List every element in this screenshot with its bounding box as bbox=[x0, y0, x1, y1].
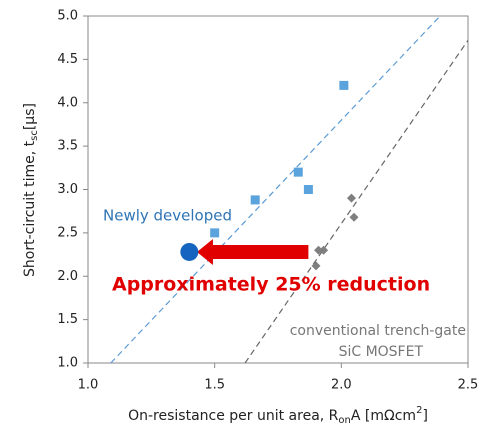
point bbox=[339, 80, 349, 90]
y-tick-label: 2.0 bbox=[57, 269, 78, 284]
point bbox=[314, 245, 324, 255]
y-tick-label: 2.5 bbox=[57, 225, 78, 240]
point bbox=[250, 195, 260, 205]
x-tick-label: 1.0 bbox=[78, 378, 99, 393]
y-tick-label: 3.5 bbox=[57, 139, 78, 154]
y-tick-label: 4.5 bbox=[57, 52, 78, 67]
point bbox=[180, 242, 199, 261]
trend-line bbox=[110, 16, 441, 363]
y-axis-label: Short-circuit time, tsc[μs] bbox=[22, 103, 40, 277]
y-tick-label: 1.5 bbox=[57, 312, 78, 327]
trend-line bbox=[244, 39, 468, 363]
annotation: Approximately 25% reduction bbox=[112, 274, 430, 296]
trend-lines bbox=[110, 16, 468, 363]
point bbox=[311, 261, 321, 271]
annotation: SiC MOSFET bbox=[339, 344, 424, 360]
x-axis-label: On-resistance per unit area, RonA [mΩcm2… bbox=[128, 405, 428, 426]
point bbox=[349, 212, 359, 222]
x-tick-label: 2.5 bbox=[458, 378, 479, 393]
arrow bbox=[196, 238, 309, 265]
y-tick-label: 3.0 bbox=[57, 182, 78, 197]
annotation: Newly developed bbox=[103, 207, 232, 225]
y-tick-label: 1.0 bbox=[57, 356, 78, 371]
point bbox=[346, 193, 356, 203]
y-tick-label: 5.0 bbox=[57, 9, 78, 24]
point bbox=[210, 228, 220, 238]
plot-frame bbox=[87, 15, 469, 364]
point bbox=[319, 245, 329, 255]
annotation: conventional trench-gate bbox=[290, 323, 466, 339]
x-tick-label: 2.0 bbox=[331, 378, 352, 393]
point bbox=[303, 185, 313, 194]
x-tick-label: 1.5 bbox=[204, 378, 225, 393]
y-tick-label: 4.0 bbox=[57, 95, 78, 110]
point bbox=[293, 167, 303, 177]
